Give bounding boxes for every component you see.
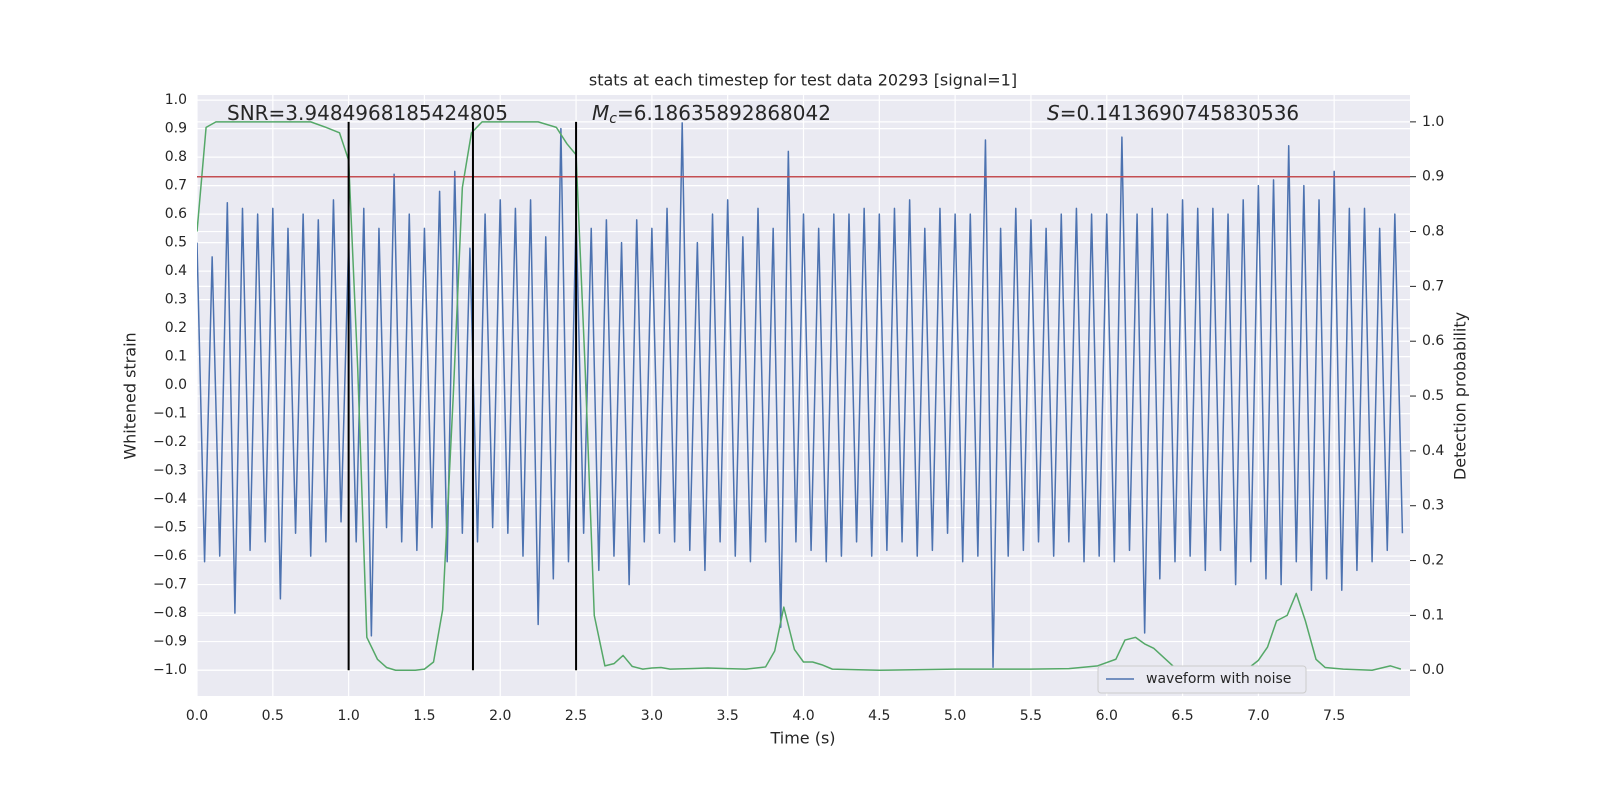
y-tick-label: −0.5 — [153, 520, 187, 536]
y-tick-label: −0.2 — [153, 434, 187, 450]
x-tick-label: 6.5 — [1171, 708, 1193, 724]
y-tick-label: −0.4 — [153, 491, 187, 507]
x-axis-label: Time (s) — [769, 729, 835, 748]
annotation: Mc=6.18635892868042 — [592, 101, 831, 128]
y-tick-label: −0.6 — [153, 548, 187, 564]
x-tick-label: 1.0 — [337, 708, 359, 724]
y2-tick-label: 0.3 — [1422, 498, 1444, 514]
y-tick-label: 0.1 — [165, 349, 187, 365]
y-axis-label: Whitened strain — [121, 332, 140, 459]
legend-label: waveform with noise — [1146, 671, 1291, 687]
x-tick-label: 7.0 — [1247, 708, 1269, 724]
x-tick-label: 5.5 — [1020, 708, 1042, 724]
legend-box — [1097, 665, 1307, 694]
y-tick-label: 0.4 — [165, 263, 187, 279]
y2-tick-label: 0.8 — [1422, 224, 1444, 240]
y-tick-label: −0.1 — [153, 406, 187, 422]
y-tick-label: 0.2 — [165, 320, 187, 336]
annotation-text: =6.18635892868042 — [617, 101, 831, 125]
x-tick-label: 3.0 — [641, 708, 663, 724]
y-tick-label: 0.0 — [165, 377, 187, 393]
y2-tick-label: 0.6 — [1422, 333, 1444, 349]
x-tick-label: 3.5 — [717, 708, 739, 724]
x-tick-label: 2.5 — [565, 708, 587, 724]
annotation: SNR=3.9484968185424805 — [227, 101, 508, 125]
y-tick-label: 0.6 — [165, 206, 187, 222]
y2-tick-label: 0.4 — [1422, 443, 1444, 459]
y2-tick-label: 0.2 — [1422, 553, 1444, 569]
y-tick-label: −0.7 — [153, 577, 187, 593]
x-tick-label: 6.0 — [1096, 708, 1118, 724]
annotation: S=0.1413690745830536 — [1047, 101, 1299, 125]
chart-title: stats at each timestep for test data 202… — [589, 71, 1017, 90]
annotation-symbol: M — [592, 101, 609, 125]
annotation-text: SNR=3.9484968185424805 — [227, 101, 508, 125]
y2-axis-label: Detection probability — [1451, 312, 1470, 480]
y2-tick-label: 0.0 — [1422, 662, 1444, 678]
x-tick-label: 7.5 — [1323, 708, 1345, 724]
y-tick-label: 0.7 — [165, 178, 187, 194]
x-tick-label: 1.5 — [413, 708, 435, 724]
y2-tick-label: 0.9 — [1422, 169, 1444, 185]
annotation-subscript: c — [609, 111, 617, 127]
y-tick-label: 0.5 — [165, 235, 187, 251]
x-tick-label: 0.0 — [186, 708, 208, 724]
y-tick-label: −0.9 — [153, 634, 187, 650]
y2-tick-label: 0.1 — [1422, 607, 1444, 623]
y-tick-label: 0.9 — [165, 121, 187, 137]
y-tick-label: 0.3 — [165, 292, 187, 308]
y-tick-label: 0.8 — [165, 149, 187, 165]
x-tick-label: 5.0 — [944, 708, 966, 724]
marks — [197, 121, 1410, 671]
x-tick-label: 2.0 — [489, 708, 511, 724]
y-tick-label: 1.0 — [165, 92, 187, 108]
x-tick-label: 4.5 — [868, 708, 890, 724]
y-tick-label: −0.8 — [153, 605, 187, 621]
labels: 0.0 0.5 1.0 1.5 2.0 2.5 3.0 3.5 4.0 4.5 5.0 5.5 6.0 6… — [153, 92, 1444, 724]
y2-tick-label: 0.7 — [1422, 278, 1444, 294]
series-line — [197, 122, 1404, 668]
annotation-symbol: S — [1047, 101, 1060, 125]
y-tick-label: −1.0 — [153, 662, 187, 678]
x-tick-label: 0.5 — [262, 708, 284, 724]
x-tick-label: 4.0 — [792, 708, 814, 724]
annotation-text: =0.1413690745830536 — [1060, 101, 1299, 125]
y2-tick-label: 0.5 — [1422, 388, 1444, 404]
y2-tick-label: 1.0 — [1422, 114, 1444, 130]
y-tick-label: −0.3 — [153, 463, 187, 479]
